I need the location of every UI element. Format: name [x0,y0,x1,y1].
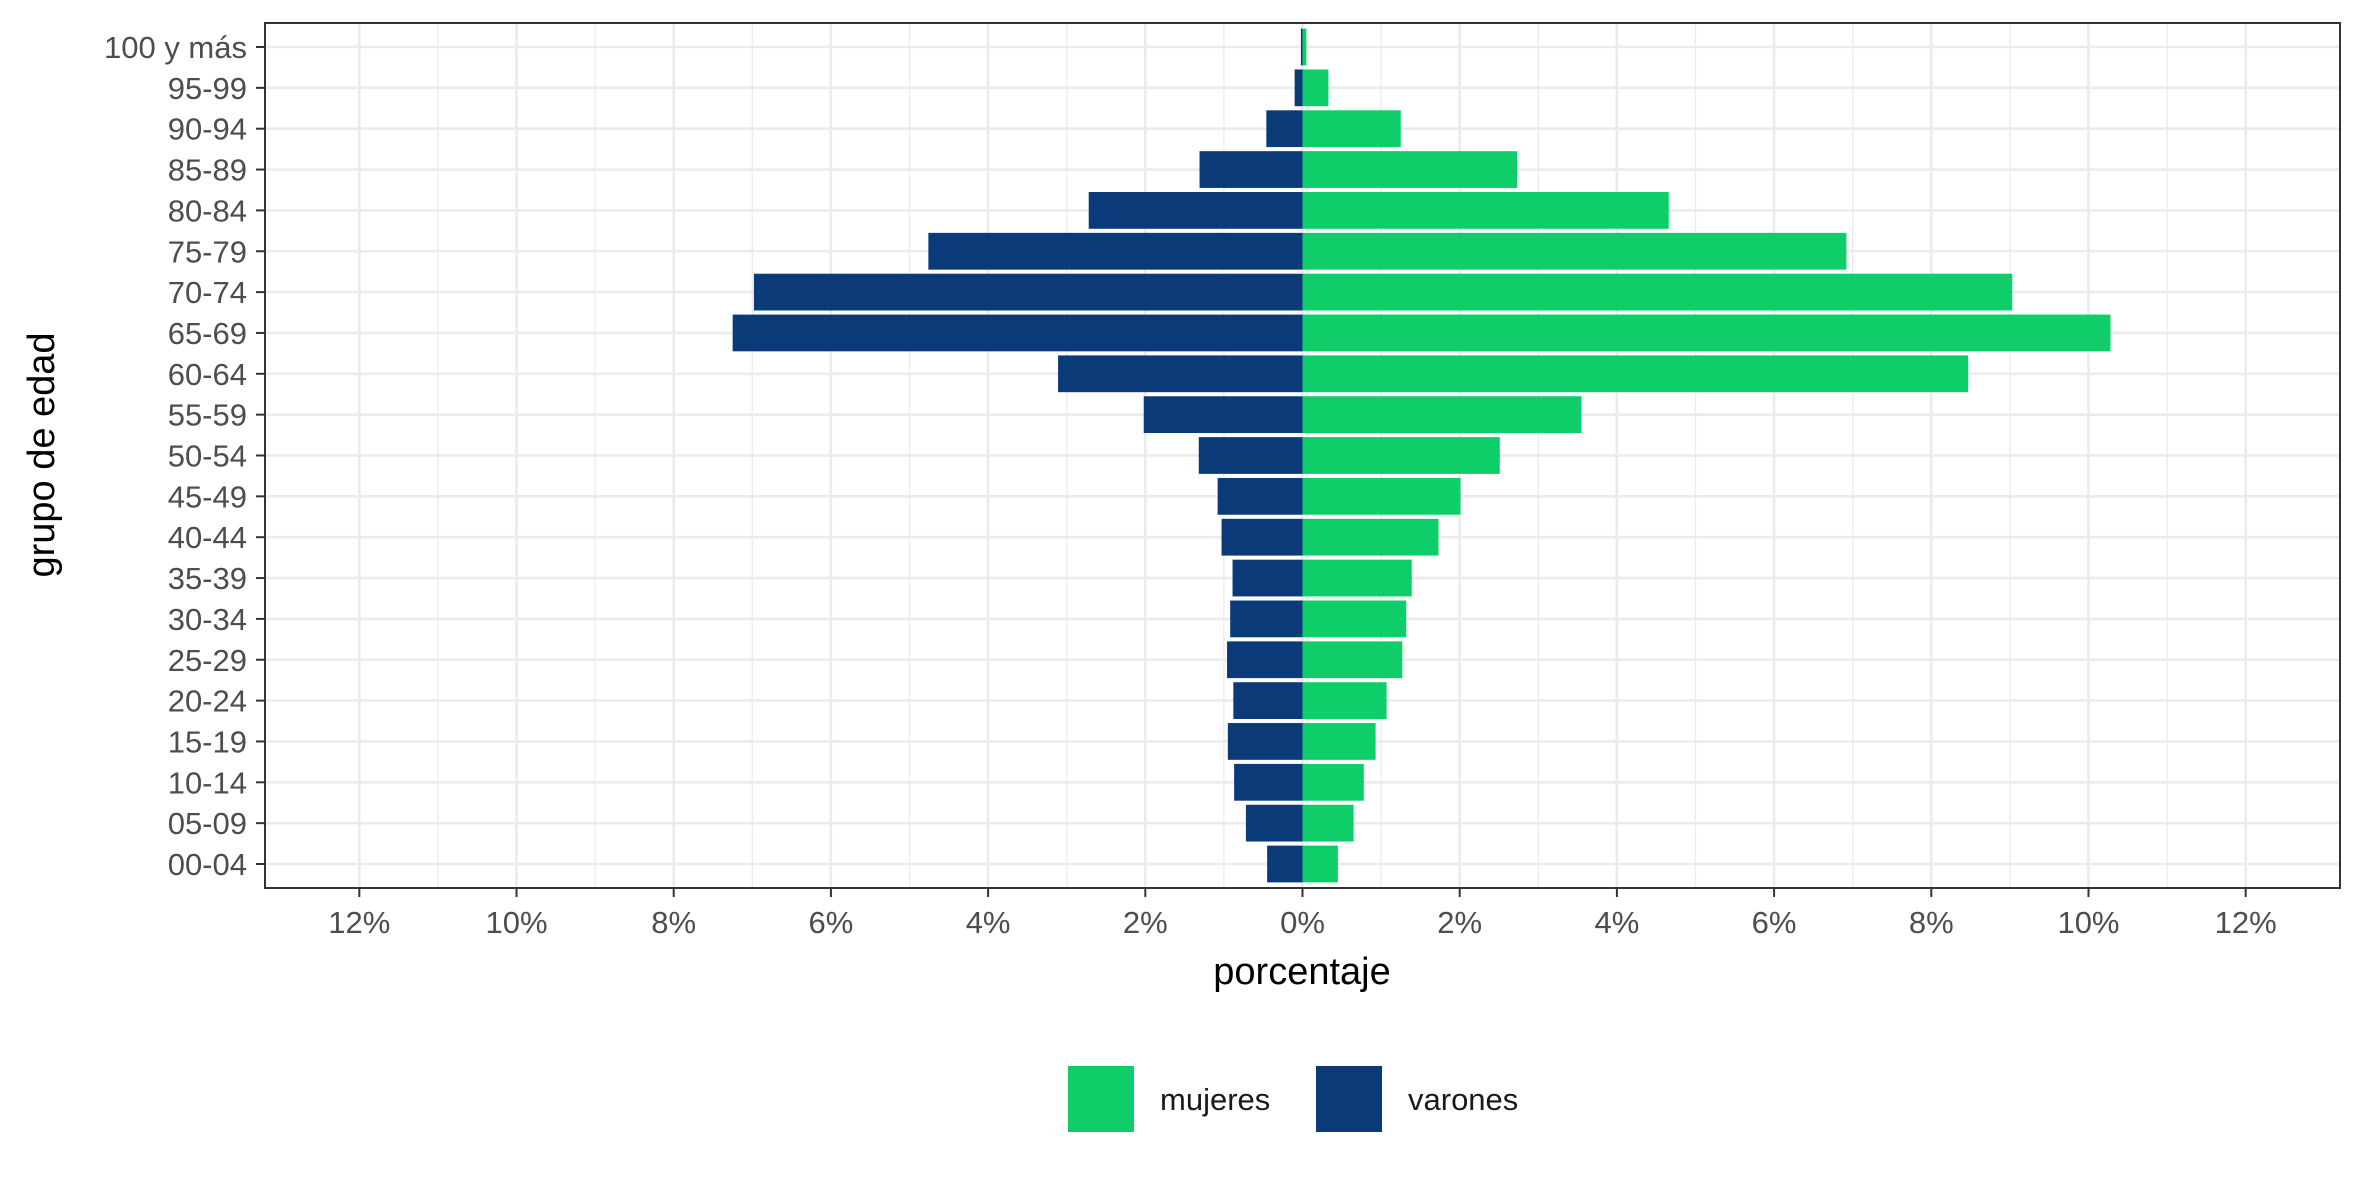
y-tick-label-60-64: 60-64 [168,357,247,392]
bar-varones-60-64 [1058,355,1303,393]
y-tick-label-90-94: 90-94 [168,112,247,147]
bar-varones-00-04 [1267,845,1303,883]
y-tick-label-15-19: 15-19 [168,724,247,759]
bar-mujeres-75-79 [1302,232,1847,270]
x-tick-label: 8% [651,905,696,940]
legend-label-varones: varones [1408,1082,1518,1117]
x-tick-label: 0% [1280,905,1325,940]
legend-key-mujeres [1068,1066,1134,1132]
x-tick-label: 8% [1909,905,1954,940]
bar-mujeres-35-39 [1302,559,1412,597]
x-tick-label: 4% [966,905,1011,940]
y-tick-label-00-04: 00-04 [168,847,247,882]
bar-mujeres-85-89 [1302,151,1518,188]
y-tick-label-20-24: 20-24 [168,684,247,719]
bar-varones-100-y-m-s [1300,28,1303,66]
bar-varones-55-59 [1143,396,1303,434]
bar-mujeres-25-29 [1302,641,1403,679]
bar-mujeres-20-24 [1302,682,1387,719]
x-axis: 12% 10% 8% 6% 4% 2% 0% 2% 4% 6% 8% 10% 12% [328,888,2277,940]
bar-varones-35-39 [1232,559,1303,597]
y-tick-label-05-09: 05-09 [168,806,247,841]
legend: mujeres varones [1068,1066,1518,1132]
x-tick-label: 10% [2057,905,2119,940]
bar-mujeres-50-54 [1302,437,1500,474]
x-axis-title: porcentaje [1213,951,1390,993]
bar-varones-90-94 [1266,110,1303,148]
bar-varones-45-49 [1217,477,1303,515]
x-tick-label: 6% [809,905,854,940]
bar-mujeres-70-74 [1302,273,2013,311]
bar-mujeres-40-44 [1302,518,1439,556]
bar-varones-25-29 [1227,641,1303,679]
bar-varones-95-99 [1294,69,1303,107]
x-tick-label: 2% [1437,905,1482,940]
x-tick-label: 6% [1752,905,1797,940]
y-tick-label-70-74: 70-74 [168,275,247,310]
bar-varones-40-44 [1221,518,1303,556]
bar-varones-65-69 [732,314,1303,352]
bar-mujeres-55-59 [1302,396,1582,434]
bars [732,28,2111,883]
y-tick-label-35-39: 35-39 [168,561,247,596]
y-tick-label-40-44: 40-44 [168,520,247,555]
x-tick-label: 12% [328,905,390,940]
x-tick-label: 12% [2215,905,2277,940]
bar-mujeres-05-09 [1302,804,1354,842]
bar-varones-80-84 [1088,192,1303,229]
bar-mujeres-80-84 [1302,192,1669,229]
bar-varones-30-34 [1230,600,1303,638]
bar-mujeres-100-y-m-s [1302,28,1307,66]
y-tick-label-85-89: 85-89 [168,153,247,188]
legend-key-varones [1316,1066,1382,1132]
y-tick-label-95-99: 95-99 [168,71,247,106]
bar-mujeres-95-99 [1302,69,1329,107]
y-tick-label-55-59: 55-59 [168,398,247,433]
bar-varones-15-19 [1227,723,1303,760]
y-axis-title: grupo de edad [21,332,63,577]
y-tick-label-45-49: 45-49 [168,479,247,514]
y-axis: 00-04 05-09 10-14 15-19 20-24 25-29 30-34 35-39… [104,30,265,882]
bar-mujeres-30-34 [1302,600,1407,638]
y-tick-label-10-14: 10-14 [168,765,247,800]
y-tick-label-75-79: 75-79 [168,234,247,269]
y-tick-label-25-29: 25-29 [168,643,247,678]
bar-varones-20-24 [1233,682,1303,719]
legend-label-mujeres: mujeres [1160,1082,1270,1117]
bar-mujeres-10-14 [1302,763,1364,801]
x-tick-label: 4% [1594,905,1639,940]
bar-varones-70-74 [753,273,1303,311]
y-tick-label-30-34: 30-34 [168,602,247,637]
bar-mujeres-00-04 [1302,845,1338,883]
bar-varones-05-09 [1245,804,1303,842]
bar-mujeres-65-69 [1302,314,2111,352]
bar-varones-75-79 [928,232,1303,270]
bar-varones-10-14 [1234,763,1303,801]
bar-varones-50-54 [1198,437,1303,474]
bar-varones-85-89 [1199,151,1303,188]
y-tick-label-80-84: 80-84 [168,193,247,228]
y-tick-label-50-54: 50-54 [168,439,247,474]
bar-mujeres-45-49 [1302,477,1461,515]
bar-mujeres-90-94 [1302,110,1401,148]
x-tick-label: 10% [485,905,547,940]
y-tick-label-65-69: 65-69 [168,316,247,351]
x-tick-label: 2% [1123,905,1168,940]
y-tick-label-100-y-m-s: 100 y más [104,30,247,65]
bar-mujeres-60-64 [1302,355,1969,393]
bar-mujeres-15-19 [1302,723,1376,760]
